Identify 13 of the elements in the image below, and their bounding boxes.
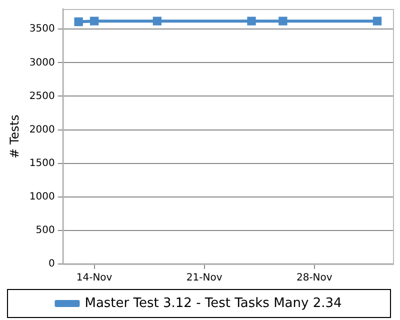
y-tick-label: 2000 <box>29 124 55 136</box>
y-tick-label: 3000 <box>29 57 55 68</box>
y-tick-label: 2500 <box>29 90 55 102</box>
y-tick-label: 3500 <box>29 24 55 35</box>
y-tick-label: 1000 <box>29 191 55 202</box>
y-axis-title: # Tests <box>7 114 22 158</box>
x-tick-label: 28-Nov <box>296 272 332 284</box>
x-tick-label: 14-Nov <box>76 272 112 284</box>
y-tick-label: 0 <box>48 258 55 270</box>
y-tick-label: 1500 <box>29 158 55 169</box>
x-tick-label: 21-Nov <box>186 272 222 284</box>
legend-label: Master Test 3.12 - Test Tasks Many 2.34 <box>84 296 342 311</box>
y-tick-label: 500 <box>36 225 55 236</box>
